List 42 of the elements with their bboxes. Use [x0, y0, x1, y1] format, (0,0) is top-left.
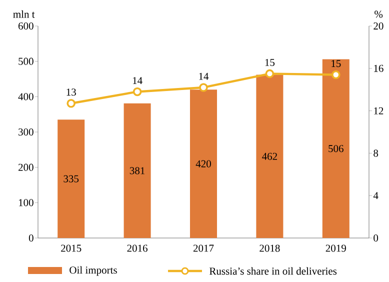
data-label: 15 [265, 58, 275, 66]
data-label: 462 [262, 152, 277, 160]
data-label: 14 [132, 77, 142, 84]
point [132, 87, 142, 96]
data-label: 14 [199, 72, 209, 80]
y-tick-label: 100 [18, 199, 34, 206]
y2-tick-label: 20 [374, 22, 384, 30]
data-label: 13 [66, 88, 76, 96]
bar [58, 120, 85, 238]
data-label: 420 [196, 160, 211, 168]
legend-label: Russia’s share in oil deliveries [209, 267, 337, 275]
y2-axis-title: % [374, 10, 383, 18]
data-label: 335 [64, 175, 79, 182]
y2-tick-label: 4 [373, 192, 378, 200]
bar [322, 59, 350, 238]
data-label: 381 [130, 167, 145, 174]
y-tick-label: 200 [18, 164, 34, 171]
y-tick-label: 300 [18, 128, 34, 136]
x-tick-label: 2019 [326, 244, 346, 252]
point [265, 69, 274, 78]
y2-tick-label: 12 [374, 107, 384, 114]
point [332, 70, 340, 80]
x-tick-label: 2017 [193, 244, 214, 252]
x-tick-label: 2015 [61, 244, 82, 252]
y-tick-label: 400 [18, 93, 34, 100]
data-label: 506 [328, 145, 344, 152]
point [199, 83, 208, 92]
y2-tick-label: 16 [374, 64, 384, 72]
y-tick-label: 500 [18, 58, 34, 65]
data-label: 15 [332, 60, 341, 68]
legend-label: Oil imports [70, 266, 117, 276]
x-tick-label: 2016 [127, 244, 148, 252]
y-tick-label: 0 [28, 234, 34, 242]
y-tick-label: 600 [18, 22, 34, 30]
x-tick-label: 2018 [260, 244, 280, 252]
bar [124, 103, 151, 238]
y-axis-title: mln t [13, 10, 35, 18]
point [66, 98, 76, 108]
y2-tick-label: 8 [374, 150, 378, 157]
bar [190, 90, 217, 238]
bar [256, 74, 284, 238]
y2-tick-label: 0 [374, 234, 378, 242]
